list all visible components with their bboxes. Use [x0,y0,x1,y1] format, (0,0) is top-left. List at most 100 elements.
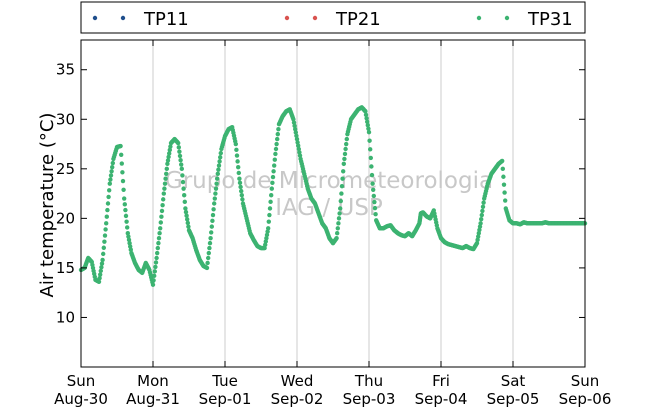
data-point [126,234,131,239]
data-point [266,226,271,231]
watermark-line: Grupo de Micrometeorologia [165,168,493,194]
data-point [150,282,156,287]
data-point [500,158,505,164]
data-point [165,158,171,163]
data-point [297,153,303,158]
data-point [363,109,368,114]
data-point [164,171,169,176]
data-point [238,184,243,190]
data-point [296,146,301,152]
data-point [100,257,105,263]
data-point [153,264,158,270]
data-point [237,180,243,186]
data-point [365,119,370,124]
data-point [104,214,110,219]
data-point [217,159,222,164]
data-point [233,141,238,147]
data-point [128,247,133,252]
data-point [502,190,507,195]
data-point [264,232,270,238]
data-point [235,159,240,164]
data-point [373,212,378,217]
data-point [125,225,130,230]
data-point [102,239,107,244]
data-point [503,198,508,203]
data-point [164,166,169,172]
data-point [108,177,113,182]
data-point [363,112,369,118]
data-point [237,176,242,181]
vertical-grid [152,40,514,367]
x-tick-date: Sep-04 [415,390,468,408]
data-point [152,269,157,274]
data-point [335,231,340,236]
data-point [272,163,277,168]
data-point [262,245,267,251]
data-point [179,166,184,172]
data-point [123,213,129,219]
data-point [372,199,377,205]
x-tick-weekday: Tue [211,372,238,390]
data-point [99,265,104,270]
data-point [102,233,108,238]
legend-marker [120,15,126,21]
data-point [177,153,183,159]
data-point [216,163,222,168]
data-point [124,219,129,224]
y-tick-label: 30 [56,110,75,128]
data-point [96,279,102,284]
data-point [119,152,124,157]
data-point [159,208,165,214]
data-point [185,217,190,222]
data-point [295,140,300,145]
x-tick-date: Sep-03 [343,390,396,408]
data-point [110,160,116,166]
data-point [204,265,210,271]
data-point [344,141,349,147]
data-point [210,218,215,224]
data-point [110,164,115,170]
y-tick-label: 10 [56,308,75,326]
data-point [339,183,345,189]
data-point [474,240,480,246]
data-point [122,202,128,207]
data-point [215,171,220,176]
data-point [272,157,277,162]
y-tick-label: 20 [56,209,75,227]
data-point [120,170,125,175]
data-point [297,150,302,155]
data-point [207,245,212,251]
data-point [275,136,280,142]
data-point [157,231,162,236]
data-point [212,201,217,206]
data-point [293,126,298,132]
data-point [107,188,112,193]
x-tick-date: Aug-31 [126,390,180,408]
x-tick-weekday: Mon [137,372,169,390]
data-point [366,126,371,131]
data-point [177,149,182,154]
data-point [104,221,109,226]
data-point [269,193,274,198]
x-tick-date: Sep-02 [271,390,324,408]
data-point [168,144,173,149]
data-point [365,123,370,128]
x-tick-date: Sep-05 [487,390,540,408]
data-point [109,169,114,174]
data-point [270,174,276,180]
data-point [268,199,273,205]
data-point [294,136,300,142]
data-point [209,230,214,235]
data-point [341,161,346,167]
data-point [161,197,166,202]
data-point [336,221,341,226]
data-point [291,117,296,122]
legend-marker [312,15,318,21]
data-point [338,206,343,211]
data-point [153,260,159,265]
data-point [159,214,164,219]
data-point [154,255,159,261]
data-point [179,162,184,167]
data-point [161,191,166,196]
